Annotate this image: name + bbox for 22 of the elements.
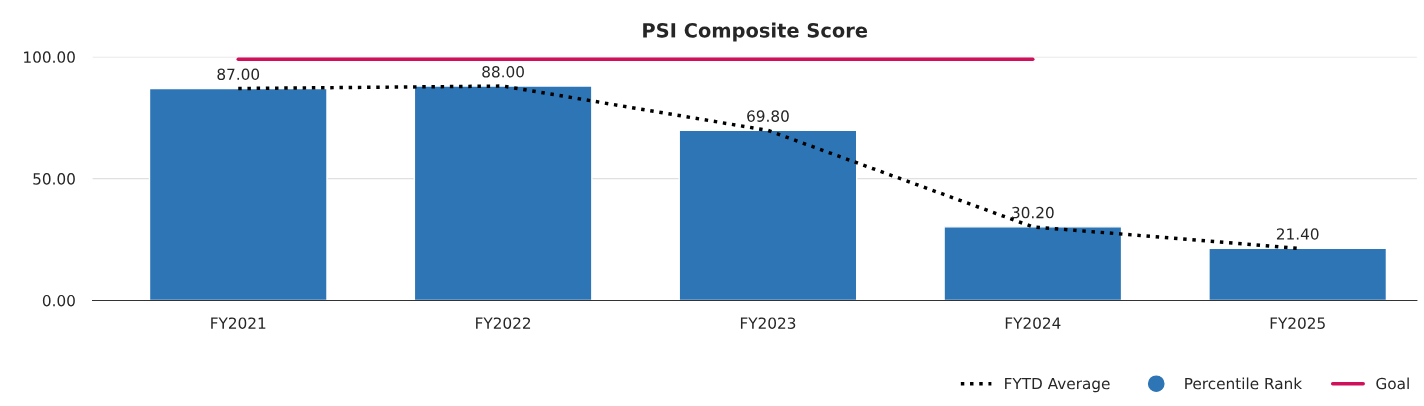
x-tick-label: FY2024 bbox=[1005, 317, 1061, 329]
bar bbox=[1208, 247, 1388, 301]
x-tick-label: FY2022 bbox=[476, 317, 531, 329]
data-label: 88.00 bbox=[482, 66, 524, 78]
chart-title: PSI Composite Score bbox=[643, 22, 868, 42]
bar bbox=[413, 85, 593, 301]
y-tick-label: 100.00 bbox=[24, 51, 75, 63]
legend-label: Percentile Rank bbox=[1185, 377, 1303, 390]
bar bbox=[943, 226, 1123, 301]
data-label: 69.80 bbox=[747, 110, 789, 122]
x-tick-label: FY2023 bbox=[740, 317, 796, 329]
data-label: 87.00 bbox=[217, 68, 260, 80]
y-tick-label: 50.00 bbox=[33, 173, 75, 185]
data-label: 21.40 bbox=[1276, 228, 1319, 240]
y-tick-label: 0.00 bbox=[42, 294, 75, 307]
data-label: 30.20 bbox=[1012, 206, 1054, 219]
x-tick-label: FY2021 bbox=[211, 317, 266, 329]
legend-label: Goal bbox=[1376, 377, 1409, 390]
legend-label: FYTD Average bbox=[1005, 377, 1110, 393]
bar bbox=[678, 129, 858, 301]
x-tick-label: FY2025 bbox=[1270, 317, 1325, 329]
bar bbox=[148, 87, 328, 301]
